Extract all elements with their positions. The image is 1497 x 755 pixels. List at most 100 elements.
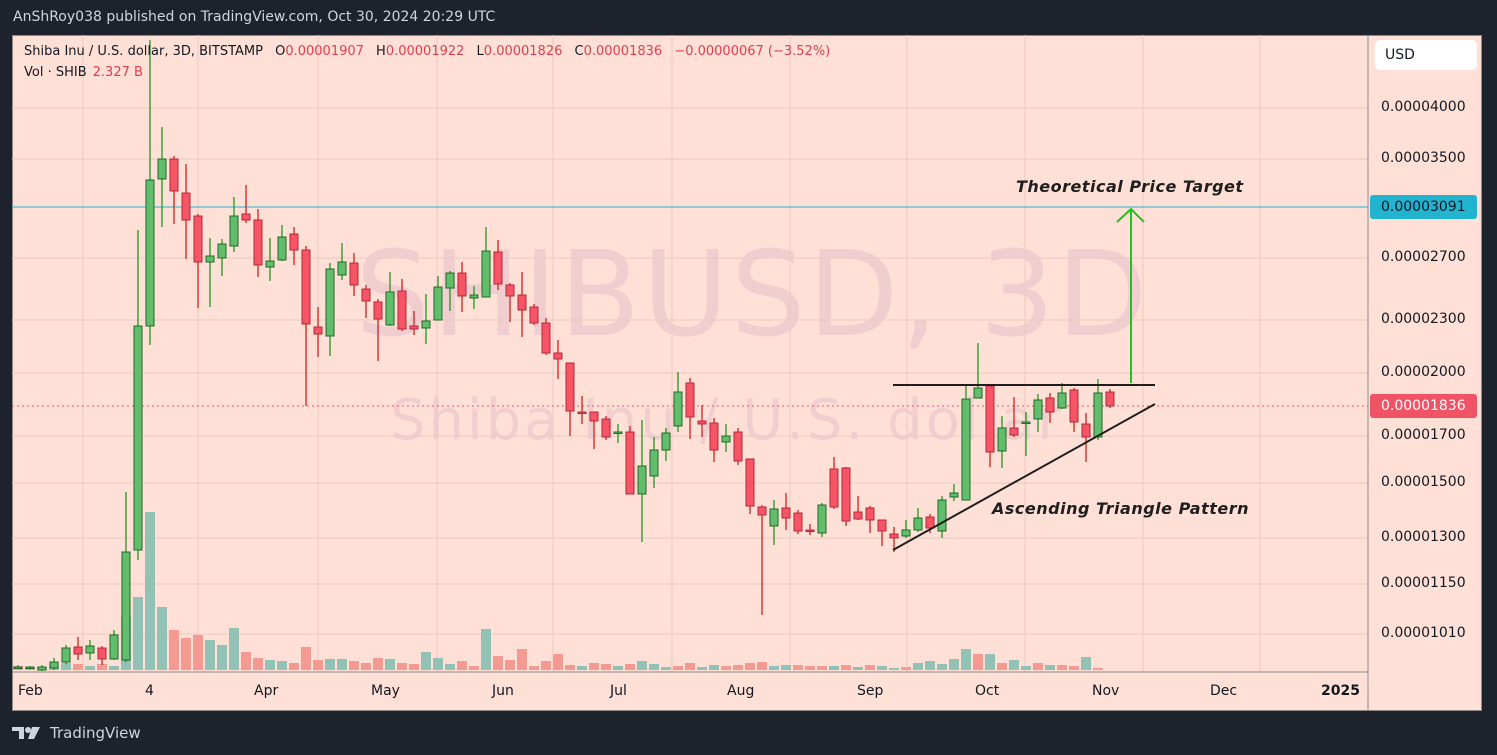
volume-bar — [313, 660, 323, 670]
pattern-annotation: Ascending Triangle Pattern — [992, 499, 1249, 518]
candle-body — [373, 301, 383, 320]
candle-body — [817, 504, 827, 534]
candle-body — [253, 219, 263, 266]
volume-bar — [409, 664, 419, 670]
volume-bar — [733, 665, 743, 670]
volume-bar — [817, 666, 827, 670]
candle-body — [829, 468, 839, 508]
candle-body — [133, 325, 143, 551]
volume-bar — [529, 666, 539, 670]
candle-body — [277, 236, 287, 261]
volume-bar — [169, 630, 179, 670]
price-tick: 0.00004000 — [1381, 99, 1466, 115]
currency-button[interactable]: USD — [1375, 40, 1477, 70]
time-tick: Nov — [1092, 683, 1120, 699]
volume-bar — [877, 666, 887, 670]
price-tick: 0.00002700 — [1381, 249, 1466, 265]
candle-body — [109, 634, 119, 660]
ohlc-legend: Shiba Inu / U.S. dollar, 3D, BITSTAMP O0… — [24, 44, 830, 59]
candle-body — [541, 322, 551, 354]
volume-bar — [397, 663, 407, 670]
volume-bar — [709, 665, 719, 670]
candle-body — [85, 645, 95, 654]
volume-bar — [205, 640, 215, 670]
low-label: L — [476, 44, 484, 59]
candle-body — [769, 508, 779, 527]
volume-bar — [973, 654, 983, 670]
volume-bar — [133, 597, 143, 670]
tradingview-logo[interactable]: TradingView — [12, 724, 141, 742]
time-tick: Aug — [727, 683, 755, 699]
candle-body — [49, 661, 59, 669]
price-tick: 0.00003500 — [1381, 150, 1466, 166]
volume-bar — [613, 666, 623, 670]
candle-body — [577, 411, 587, 414]
volume-bar — [61, 663, 71, 670]
candle-body — [61, 647, 71, 663]
time-tick: May — [371, 683, 400, 699]
volume-bar — [493, 656, 503, 670]
candle-body — [433, 286, 443, 321]
candle-body — [313, 326, 323, 335]
candle-body — [589, 411, 599, 422]
price-tick: 0.00001010 — [1381, 625, 1466, 641]
candle-body — [709, 422, 719, 451]
volume-bar — [853, 667, 863, 670]
volume-bar — [913, 663, 923, 670]
candle-body — [25, 666, 35, 669]
candle-body — [877, 519, 887, 532]
candle-body — [157, 158, 167, 180]
volume-bar — [925, 661, 935, 670]
candle-body — [337, 261, 347, 276]
candle-body — [625, 431, 635, 495]
volume-bar — [241, 652, 251, 670]
volume-bar — [589, 663, 599, 670]
volume-bar — [277, 661, 287, 670]
candle-body — [517, 294, 527, 311]
candlestick-chart[interactable] — [12, 35, 1482, 711]
candle-body — [397, 290, 407, 330]
volume-bar — [505, 660, 515, 670]
candle-body — [937, 499, 947, 532]
candle-body — [73, 646, 83, 655]
candle-body — [229, 215, 239, 247]
volume-bar — [949, 659, 959, 670]
volume-bar — [289, 663, 299, 670]
volume-bar — [997, 663, 1007, 670]
time-tick: 2025 — [1321, 683, 1360, 699]
volume-bar — [217, 645, 227, 670]
candle-body — [745, 458, 755, 507]
candle-body — [505, 284, 515, 297]
open-value: 0.00001907 — [285, 44, 364, 59]
volume-bar — [1057, 665, 1067, 670]
target-price-value: 0.00003091 — [1381, 199, 1466, 215]
volume-bar — [97, 664, 107, 670]
candle-body — [241, 213, 251, 221]
candle-body — [889, 533, 899, 539]
volume-bar — [745, 663, 755, 670]
price-target-annotation: Theoretical Price Target — [1016, 177, 1244, 196]
volume-bar — [1045, 665, 1055, 670]
volume-bar — [469, 666, 479, 670]
volume-bar — [157, 607, 167, 670]
volume-bar — [193, 635, 203, 670]
volume-bar — [457, 661, 467, 670]
volume-bar — [301, 647, 311, 670]
volume-bar — [73, 664, 83, 670]
candle-body — [637, 465, 647, 495]
candle-body — [601, 418, 611, 438]
candle-body — [421, 320, 431, 329]
volume-bar — [481, 629, 491, 670]
candle-body — [1033, 399, 1043, 420]
candle-body — [445, 272, 455, 289]
candle-body — [1009, 427, 1019, 436]
candle-body — [841, 467, 851, 522]
candle-body — [361, 288, 371, 302]
volume-bar — [85, 666, 95, 670]
volume-bar — [937, 664, 947, 670]
candle-body — [865, 507, 875, 521]
candle-body — [529, 306, 539, 324]
volume-bar — [445, 664, 455, 670]
candle-body — [301, 249, 311, 325]
candle-body — [493, 251, 503, 285]
